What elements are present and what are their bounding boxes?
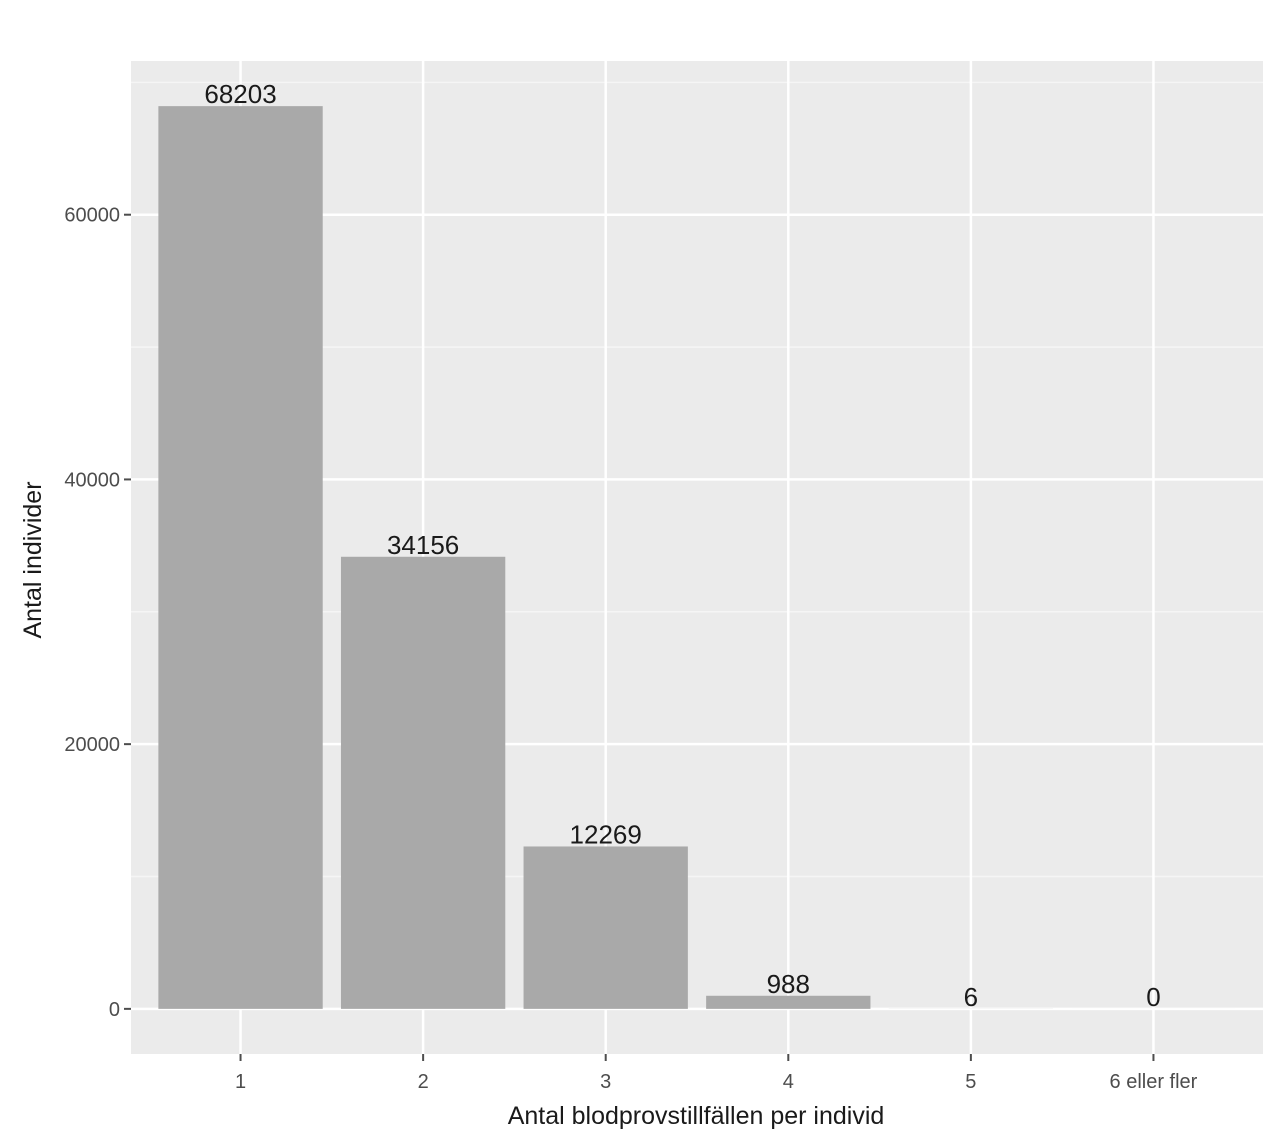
y-axis-title: Antal individer xyxy=(19,481,47,638)
bar-value-labels: 68203 34156 12269 988 6 0 xyxy=(204,79,1160,1012)
y-tick-label: 0 xyxy=(109,999,120,1021)
y-tick-label: 40000 xyxy=(64,469,120,491)
bar-value-label: 68203 xyxy=(204,79,276,109)
y-tick-label: 60000 xyxy=(64,205,120,227)
bar-4 xyxy=(706,995,871,1009)
y-tick-label: 20000 xyxy=(64,734,120,756)
x-tick-label: 4 xyxy=(783,1071,794,1093)
bar-3 xyxy=(523,846,688,1009)
x-tick-label: 1 xyxy=(235,1071,246,1093)
y-axis: 0 20000 40000 60000 xyxy=(64,205,131,1021)
bars xyxy=(158,106,1236,1009)
bar-value-label: 12269 xyxy=(570,819,642,849)
bar-value-label: 0 xyxy=(1146,982,1160,1012)
x-tick-label: 5 xyxy=(965,1071,976,1093)
x-tick-label: 6 eller fler xyxy=(1110,1071,1198,1093)
bar-value-label: 34156 xyxy=(387,530,459,560)
bar-value-label: 988 xyxy=(767,969,810,999)
x-tick-label: 2 xyxy=(418,1071,429,1093)
bar-value-label: 6 xyxy=(964,982,978,1012)
x-tick-label: 3 xyxy=(600,1071,611,1093)
bar-1 xyxy=(158,106,323,1009)
x-axis: 1 2 3 4 5 6 eller fler xyxy=(235,1054,1198,1093)
x-axis-title: Antal blodprovstillfällen per individ xyxy=(508,1102,885,1130)
bar-2 xyxy=(340,556,506,1009)
